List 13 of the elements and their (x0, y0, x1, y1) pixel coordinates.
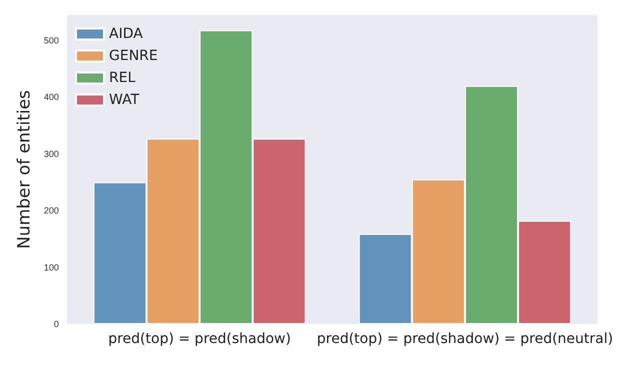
x-tick-label: pred(top) = pred(shadow) = pred(neutral) (316, 331, 614, 347)
y-tick-label: 300 (44, 148, 59, 159)
y-tick-label: 400 (44, 92, 59, 102)
y-tick-label: 200 (44, 206, 59, 216)
y-axis-title: Number of entities (14, 90, 34, 249)
y-tick-label: 0 (54, 319, 59, 329)
legend-label: WAT (109, 92, 140, 108)
legend-label: GENRE (109, 48, 158, 64)
y-tick-label: 500 (44, 36, 59, 46)
legend-label: AIDA (109, 26, 144, 42)
y-tick-label: 100 (44, 262, 59, 272)
legend-label: REL (109, 70, 136, 86)
x-tick-label: pred(top) = pred(shadow) (108, 331, 291, 347)
